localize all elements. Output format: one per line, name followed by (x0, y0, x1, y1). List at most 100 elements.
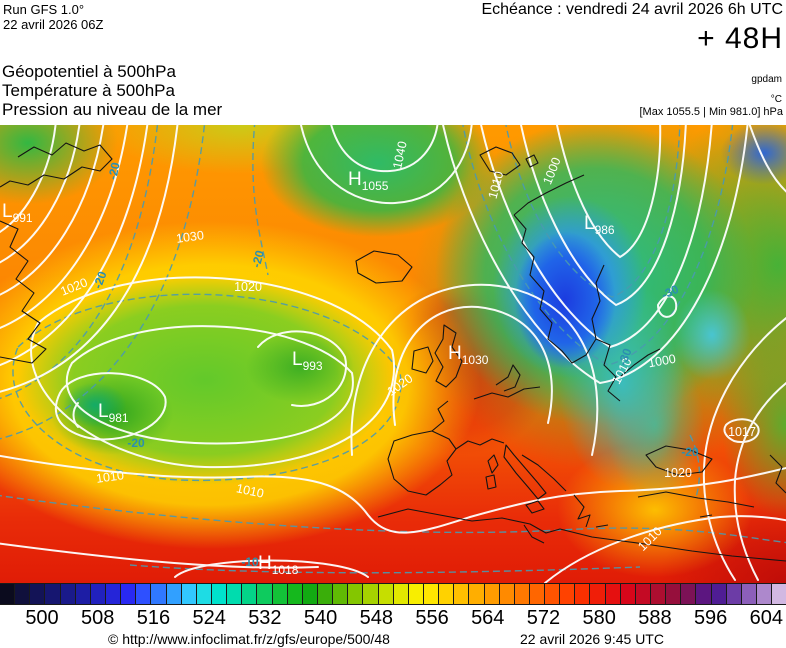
isobar-value-label: 1010 (95, 468, 125, 486)
colorbar-cell (241, 584, 257, 604)
unit-gpdam: gpdam (751, 74, 782, 85)
pressure-center-letter: H (448, 343, 462, 364)
colorbar-tick-label: 588 (638, 607, 672, 629)
colorbar-cell (695, 584, 711, 604)
colorbar-tick-label: 524 (192, 607, 226, 629)
pressure-center-value: 986 (594, 223, 615, 237)
pressure-center-value: 1030 (461, 353, 489, 367)
pressure-center-label: H1055 (348, 169, 389, 193)
colorbar-tick-label: 572 (526, 607, 561, 629)
colorbar-cell (332, 584, 348, 604)
map-labels: L991 H1055 L986 L993 L981 H1030 H1018 1030 1020 1… (0, 125, 786, 583)
colorbar-cell (210, 584, 227, 604)
temperature-value-label: -30 (659, 281, 681, 303)
colorbar-tick-label: 564 (471, 607, 505, 629)
footer: © http://www.infoclimat.fr/z/gfs/europe/… (0, 631, 786, 648)
colorbar-tick-label: 580 (582, 607, 616, 629)
colorbar-cell (150, 584, 166, 604)
colorbar-ticks: 500 508 516 524 532 540 548 556 564 572 580 588 596 6… (0, 605, 786, 631)
forecast-valid-time: Echéance : vendredi 24 avril 2026 6h UTC (481, 1, 783, 18)
colorbar-tick-label: 556 (415, 607, 449, 629)
colorbar-cell (544, 584, 560, 604)
colorbar-tick-label: 532 (248, 607, 282, 629)
colorbar-cell (634, 584, 651, 604)
header: Run GFS 1.0° 22 avril 2026 06Z Echéance … (0, 0, 786, 125)
colorbar-cell (180, 584, 196, 604)
copyright-url: © http://www.infoclimat.fr/z/gfs/europe/… (108, 631, 390, 647)
colorbar-cell (271, 584, 287, 604)
map-contours-svg (0, 125, 786, 583)
colorbar-cell (513, 584, 529, 604)
temperature-value-label: -20 (105, 161, 123, 181)
temperature-value-label: -20 (127, 436, 145, 450)
colorbar-cell (362, 584, 378, 604)
colorbar-cell (347, 584, 363, 604)
colorbar-cell (574, 584, 590, 604)
param-geopotential: Géopotentiel à 500hPa (2, 62, 176, 81)
colorbar-cell (710, 584, 726, 604)
weather-map: L991 H1055 L986 L993 L981 H1030 H1018 1030 1020 1… (0, 125, 786, 583)
colorbar-tick-label: 516 (136, 607, 171, 629)
colorbar-tick-label: 500 (25, 607, 59, 629)
pressure-center-letter: L (292, 349, 303, 370)
isobar-value-label: 1020 (58, 275, 90, 299)
colorbar-cell (422, 584, 439, 604)
pressure-minmax: [Max 1055.5 | Min 981.0] hPa (639, 106, 784, 118)
pressure-center-label: H1018 (258, 553, 298, 577)
colorbar-cell (135, 584, 151, 604)
coastlines (0, 142, 786, 562)
run-date-label: 22 avril 2026 06Z (3, 17, 104, 32)
colorbar-cell (89, 584, 105, 604)
colorbar-tick-label: 596 (693, 607, 728, 629)
param-temperature: Température à 500hPa (2, 81, 175, 100)
colorbar-cell (589, 584, 605, 604)
colorbar-tick-label: 548 (359, 607, 393, 629)
colorbar-cell (301, 584, 317, 604)
pressure-center-label: L981 (98, 401, 129, 425)
colorbar-cell (392, 584, 408, 604)
colorbar-cell (665, 584, 681, 604)
colorbar-cell (256, 584, 272, 604)
colorbar-cell (604, 584, 620, 604)
colorbar-tick-label: 540 (303, 607, 338, 629)
pressure-center-label: L993 (292, 349, 323, 373)
colorbar-cell (29, 584, 45, 604)
isobar-value-label: 1020 (664, 466, 692, 480)
colorbar-cell (680, 584, 696, 604)
colorbar-cell (407, 584, 423, 604)
colorbar-cell (725, 584, 741, 604)
pressure-center-value: 993 (302, 359, 323, 373)
pressure-center-label: L986 (584, 213, 615, 237)
colorbar-cell (559, 584, 575, 604)
pressure-center-value: 1055 (361, 179, 389, 193)
isobar-value-label: 1000 (647, 351, 677, 371)
colorbar-tick-label: 508 (81, 607, 115, 629)
unit-temperature: °C (770, 94, 782, 105)
colorbar (0, 583, 786, 605)
isobar-value-label: 1040 (390, 139, 410, 171)
pressure-contours (0, 125, 786, 583)
colorbar-cell (44, 584, 60, 604)
colorbar-cell (59, 584, 75, 604)
colorbar-cell (771, 584, 786, 604)
colorbar-cell (286, 584, 302, 604)
colorbar-cell (453, 584, 469, 604)
temperature-value-label: -20 (90, 269, 110, 291)
pressure-center-letter: H (348, 169, 362, 190)
pressure-center-label: H1030 (448, 343, 489, 367)
colorbar-cell (0, 584, 15, 604)
pressure-center-letter: L (98, 401, 109, 422)
pressure-center-letter: L (584, 213, 595, 234)
temperature-contours (0, 125, 786, 574)
temperature-value-label: -10 (241, 555, 259, 569)
colorbar-cell (120, 584, 136, 604)
colorbar-cell (165, 584, 181, 604)
param-mslp: Pression au niveau de la mer (2, 100, 223, 119)
isobar-value-label: 1000 (540, 155, 564, 187)
colorbar-cell (377, 584, 393, 604)
colorbar-cell (316, 584, 333, 604)
colorbar-cell (226, 584, 242, 604)
colorbar-cell (468, 584, 484, 604)
colorbar-tick-label: 604 (749, 607, 784, 629)
isobar-value-label: 1010 (485, 169, 507, 201)
